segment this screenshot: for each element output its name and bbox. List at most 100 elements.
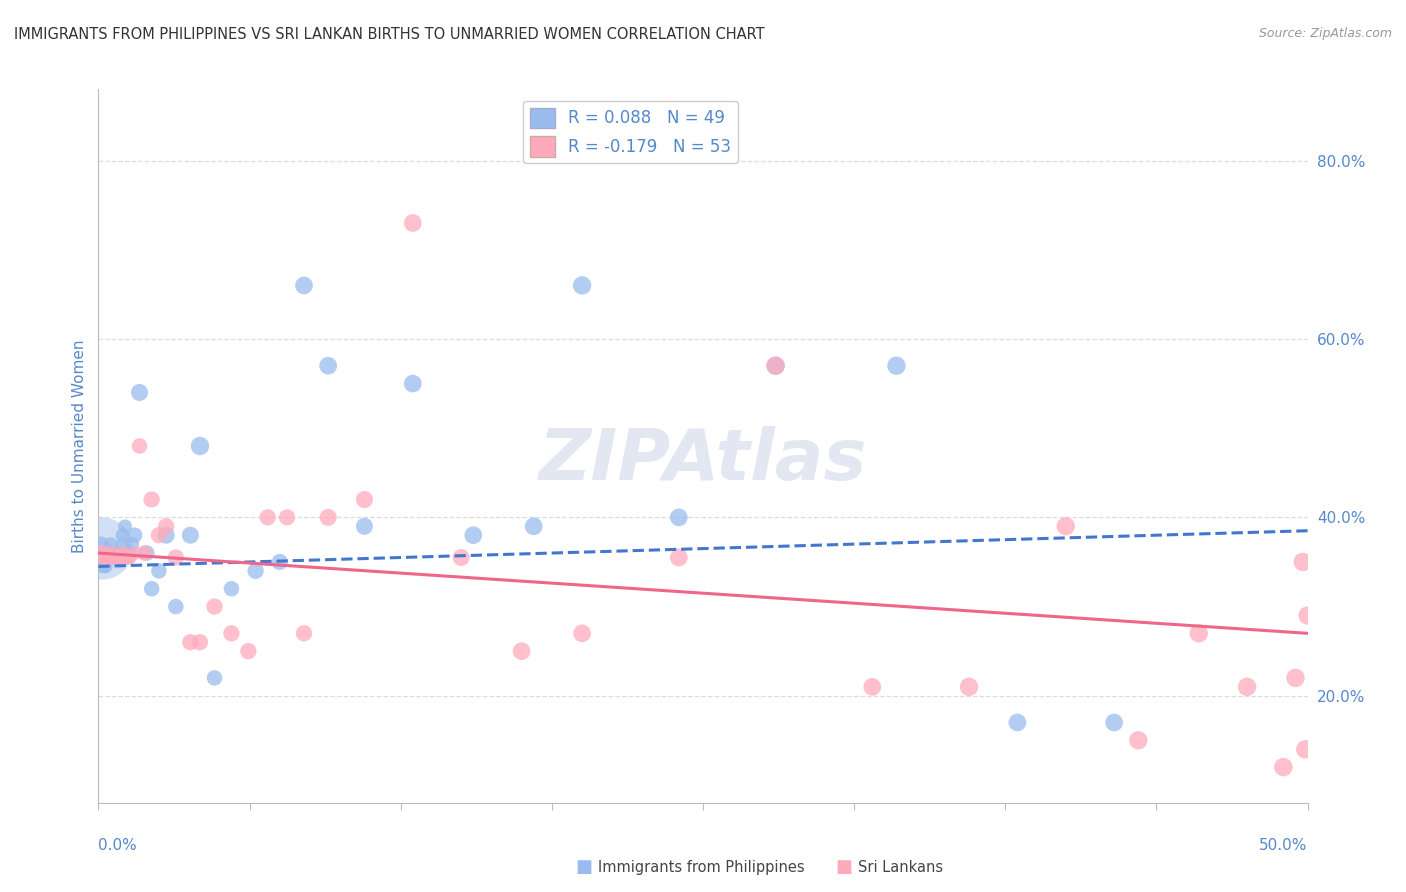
Point bbox=[128, 439, 150, 453]
Y-axis label: Births to Unmarried Women: Births to Unmarried Women bbox=[72, 339, 87, 553]
Point bbox=[221, 626, 243, 640]
Point bbox=[104, 550, 127, 565]
Point bbox=[148, 564, 170, 578]
Point bbox=[101, 546, 124, 560]
Text: 0.0%: 0.0% bbox=[98, 838, 138, 854]
Point bbox=[148, 528, 170, 542]
Point bbox=[510, 644, 533, 658]
Text: Immigrants from Philippines: Immigrants from Philippines bbox=[598, 860, 804, 874]
Point bbox=[100, 537, 122, 551]
Point bbox=[1054, 519, 1077, 533]
Point bbox=[292, 626, 315, 640]
Point bbox=[108, 546, 131, 560]
Point bbox=[94, 550, 117, 565]
Point bbox=[1102, 715, 1125, 730]
Point bbox=[111, 537, 134, 551]
Point bbox=[97, 550, 120, 565]
Point bbox=[276, 510, 298, 524]
Point bbox=[860, 680, 883, 694]
Point bbox=[402, 376, 425, 391]
Text: IMMIGRANTS FROM PHILIPPINES VS SRI LANKAN BIRTHS TO UNMARRIED WOMEN CORRELATION : IMMIGRANTS FROM PHILIPPINES VS SRI LANKA… bbox=[14, 27, 765, 42]
Point bbox=[765, 359, 787, 373]
Point bbox=[450, 550, 472, 565]
Point bbox=[179, 528, 201, 542]
Point bbox=[134, 546, 156, 560]
Legend: R = 0.088   N = 49, R = -0.179   N = 53: R = 0.088 N = 49, R = -0.179 N = 53 bbox=[523, 101, 738, 163]
Point bbox=[101, 546, 124, 560]
Point bbox=[269, 555, 291, 569]
Text: ■: ■ bbox=[835, 858, 852, 876]
Point bbox=[100, 550, 122, 565]
Point bbox=[155, 519, 177, 533]
Text: ZIPAtlas: ZIPAtlas bbox=[538, 425, 868, 495]
Point bbox=[668, 510, 690, 524]
Point bbox=[523, 519, 546, 533]
Point bbox=[111, 546, 134, 560]
Point bbox=[256, 510, 278, 524]
Point bbox=[91, 541, 114, 556]
Point bbox=[141, 582, 163, 596]
Point bbox=[765, 359, 787, 373]
Text: 50.0%: 50.0% bbox=[1260, 838, 1308, 854]
Point bbox=[1007, 715, 1029, 730]
Point bbox=[1284, 671, 1306, 685]
Point bbox=[100, 550, 122, 565]
Point bbox=[117, 550, 139, 565]
Point bbox=[1272, 760, 1295, 774]
Point bbox=[957, 680, 980, 694]
Point bbox=[91, 550, 114, 565]
Point bbox=[108, 550, 131, 565]
Point bbox=[117, 550, 139, 565]
Point bbox=[107, 550, 129, 565]
Text: ■: ■ bbox=[575, 858, 592, 876]
Point bbox=[188, 635, 211, 649]
Point bbox=[114, 519, 136, 533]
Point bbox=[108, 550, 131, 565]
Point bbox=[97, 550, 120, 565]
Text: Source: ZipAtlas.com: Source: ZipAtlas.com bbox=[1258, 27, 1392, 40]
Point bbox=[104, 546, 127, 560]
Point bbox=[94, 550, 117, 565]
Point bbox=[90, 546, 112, 560]
Point bbox=[107, 550, 129, 565]
Point bbox=[402, 216, 425, 230]
Point bbox=[91, 550, 114, 565]
Point bbox=[111, 528, 134, 542]
Point bbox=[886, 359, 908, 373]
Point bbox=[571, 278, 593, 293]
Point bbox=[353, 519, 375, 533]
Point bbox=[104, 550, 127, 565]
Point bbox=[94, 546, 117, 560]
Point bbox=[188, 439, 211, 453]
Point bbox=[1292, 555, 1315, 569]
Point bbox=[155, 528, 177, 542]
Point bbox=[124, 528, 146, 542]
Point bbox=[292, 278, 315, 293]
Point bbox=[353, 492, 375, 507]
Point bbox=[668, 550, 690, 565]
Point bbox=[107, 546, 129, 560]
Point bbox=[100, 550, 122, 565]
Point bbox=[141, 492, 163, 507]
Point bbox=[1188, 626, 1211, 640]
Point bbox=[204, 671, 226, 685]
Point bbox=[135, 546, 157, 560]
Text: Sri Lankans: Sri Lankans bbox=[858, 860, 943, 874]
Point bbox=[100, 546, 122, 560]
Point bbox=[245, 564, 267, 578]
Point bbox=[179, 635, 201, 649]
Point bbox=[1296, 608, 1319, 623]
Point bbox=[101, 550, 124, 565]
Point bbox=[94, 559, 117, 574]
Point bbox=[221, 582, 243, 596]
Point bbox=[101, 550, 124, 565]
Point bbox=[118, 546, 141, 560]
Point bbox=[165, 599, 187, 614]
Point bbox=[165, 550, 187, 565]
Point bbox=[90, 537, 112, 551]
Point bbox=[121, 537, 143, 551]
Point bbox=[1294, 742, 1316, 756]
Point bbox=[124, 546, 146, 560]
Point bbox=[97, 550, 120, 565]
Point bbox=[316, 359, 339, 373]
